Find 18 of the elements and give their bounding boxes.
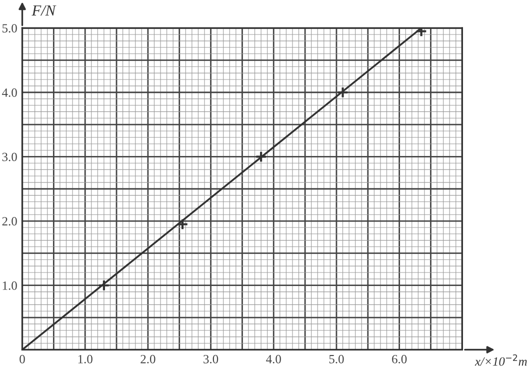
y-tick-label: 2.0 (2, 217, 17, 226)
x-tick-label: 3.0 (204, 354, 218, 364)
y-tick-label: 4.0 (2, 88, 17, 97)
x-tick-label: 2.0 (140, 354, 156, 364)
x-tick-label: 1.0 (78, 354, 92, 364)
point (98, 279, 110, 292)
x-axis-title: x/×10$^{−2}$m (474, 354, 527, 366)
point (176, 218, 188, 230)
point (255, 150, 267, 163)
y-tick-label: 5.0 (2, 24, 17, 33)
y-tick-label: 1.0 (2, 281, 17, 290)
y-tick-label: 3.0 (2, 152, 17, 162)
point (336, 86, 349, 98)
x-tick-label: 5.0 (329, 354, 344, 364)
x-tick-label: 6.0 (392, 354, 407, 364)
x-tick-label: 0 (20, 354, 25, 364)
x-tick-label: 4.0 (266, 354, 281, 364)
y-axis-title: F/N (32, 5, 56, 16)
